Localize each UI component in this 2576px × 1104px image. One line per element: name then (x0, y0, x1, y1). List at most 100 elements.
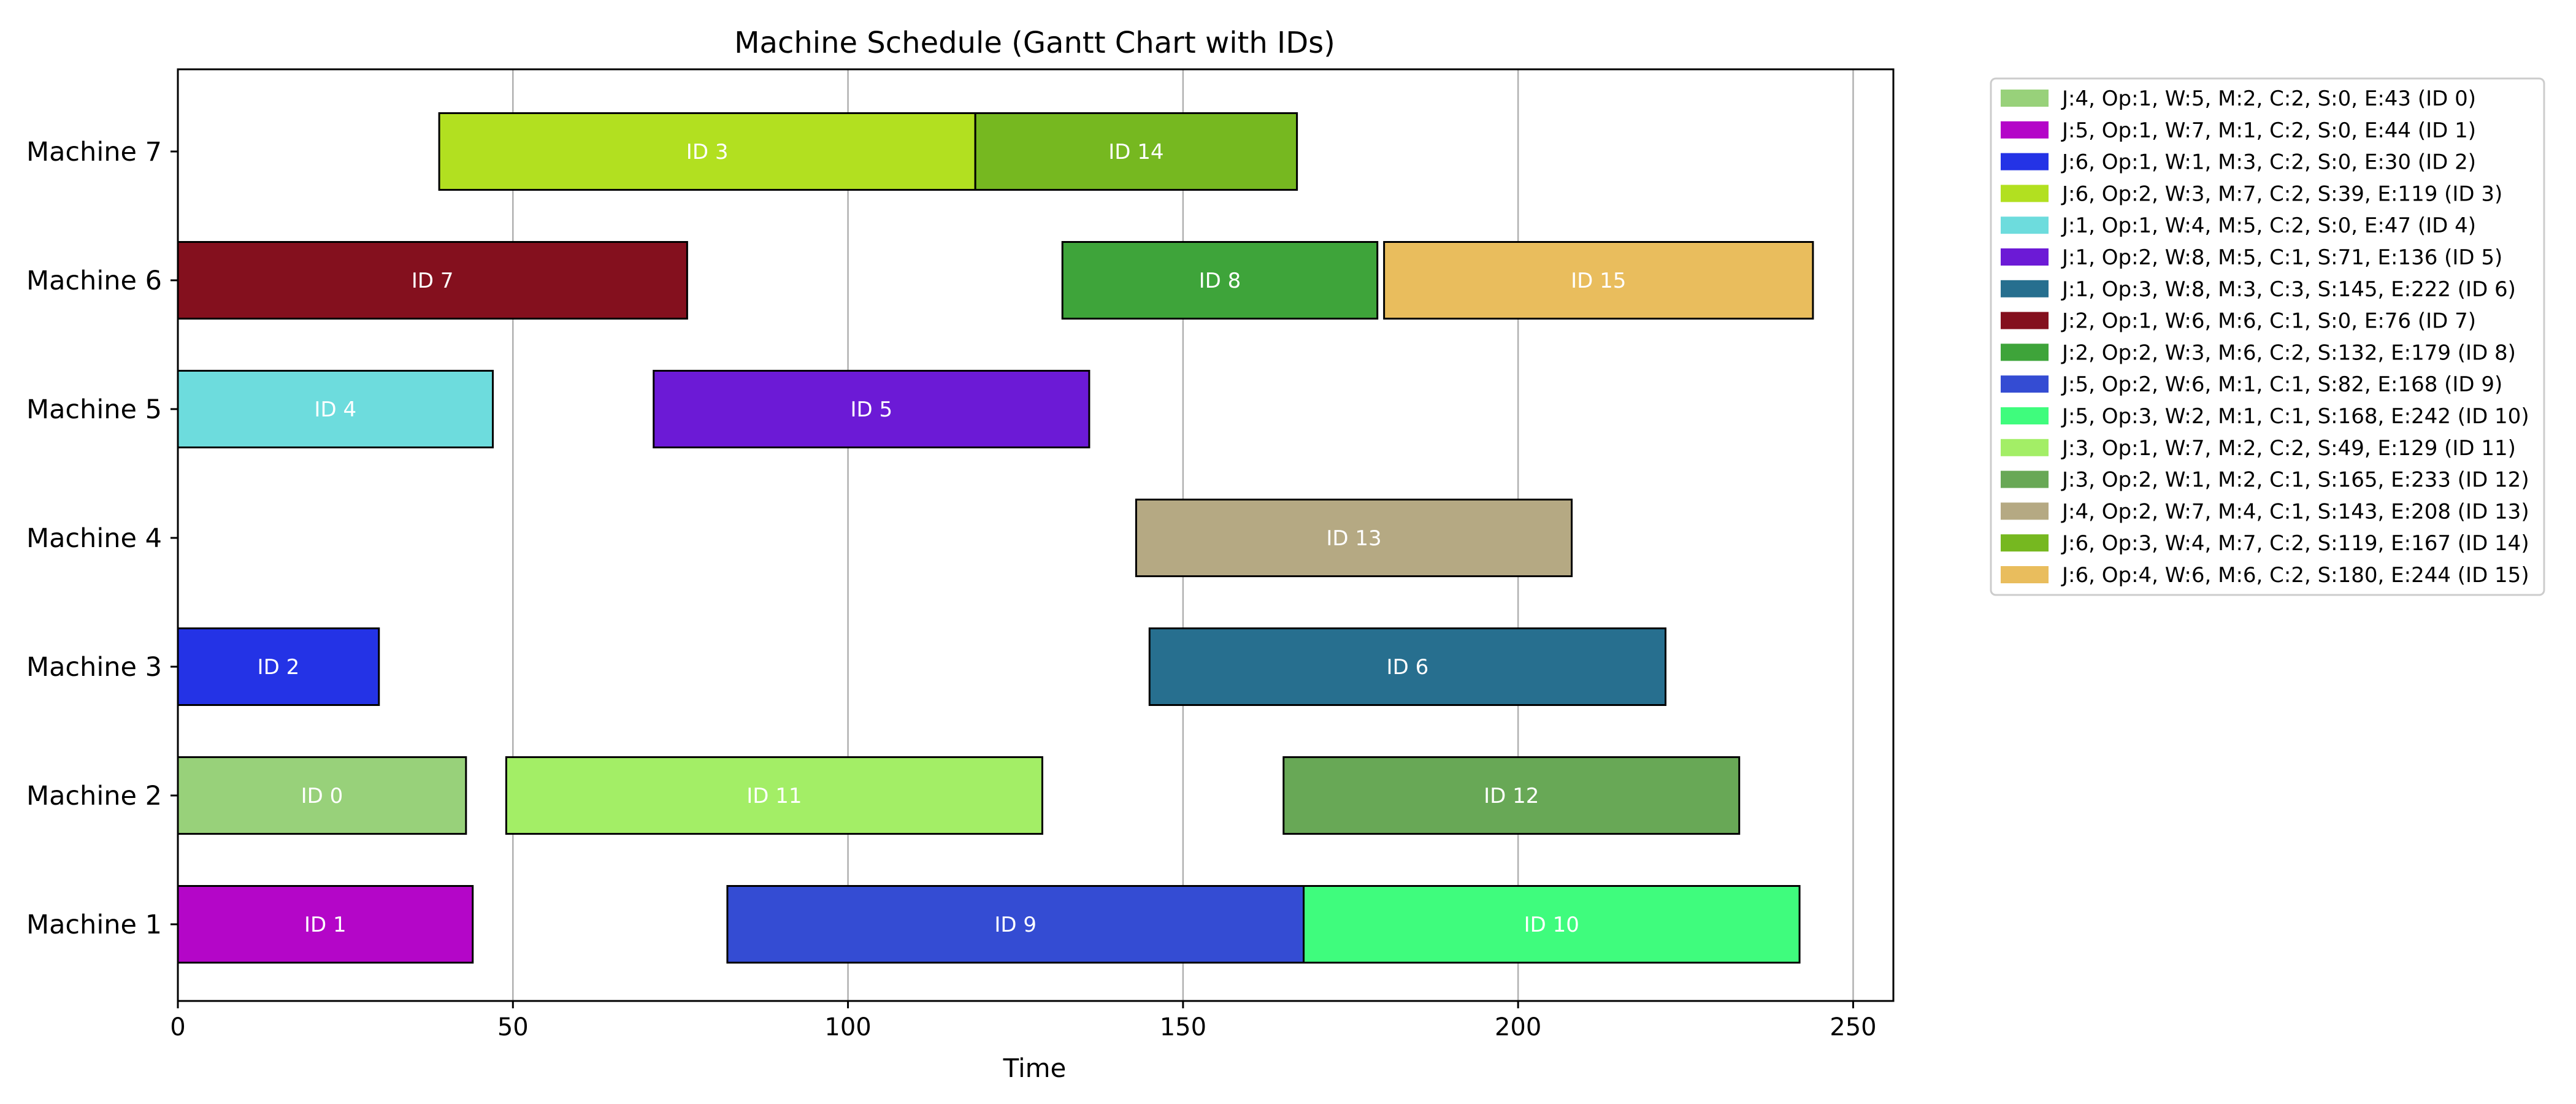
task-bar-label: ID 12 (1484, 784, 1539, 808)
legend-swatch (2001, 566, 2049, 583)
x-axis: 0 50 100 150 200 250 (170, 1001, 1877, 1041)
task-bar-label: ID 3 (686, 140, 729, 164)
legend-swatch (2001, 502, 2049, 520)
task-bar-label: ID 14 (1108, 140, 1163, 164)
legend-swatch (2001, 90, 2049, 107)
legend-item: J:5, Op:3, W:2, M:1, C:1, S:168, E:242 (… (2001, 404, 2529, 429)
task-bar-id-7: ID 7 (177, 241, 688, 320)
legend-item: J:5, Op:2, W:6, M:1, C:1, S:82, E:168 (I… (2001, 372, 2502, 397)
legend-label: J:5, Op:3, W:2, M:1, C:1, S:168, E:242 (… (2061, 404, 2529, 429)
legend-item: J:4, Op:1, W:5, M:2, C:2, S:0, E:43 (ID … (2001, 86, 2476, 111)
legend: J:4, Op:1, W:5, M:2, C:2, S:0, E:43 (ID … (1990, 77, 2545, 596)
task-bar-rect (1135, 499, 1573, 577)
legend-swatch (2001, 534, 2049, 552)
x-tick-label: 250 (1830, 1013, 1876, 1041)
task-bar-id-8: ID 8 (1061, 241, 1379, 320)
task-bar-id-9: ID 9 (726, 885, 1305, 964)
task-bar-rect (653, 370, 1091, 448)
x-tick-label: 0 (170, 1013, 185, 1041)
task-bar-rect (726, 885, 1305, 964)
task-bar-label: ID 5 (850, 397, 892, 422)
task-bar-rect (177, 627, 380, 706)
y-tick-label: Machine 5 (26, 394, 162, 425)
task-bar-id-1: ID 1 (177, 885, 474, 964)
legend-swatch (2001, 470, 2049, 488)
task-bar-rect (177, 241, 688, 320)
task-bars: ID 0 ID 1 ID 2 ID 3 ID 4 ID 5 ID 6 ID 7 ID 8 ID 9… (177, 112, 1814, 964)
task-bar-label: ID 2 (258, 655, 300, 680)
y-tick-label: Machine 3 (26, 652, 162, 683)
task-bar-rect (505, 756, 1043, 835)
task-bar-id-5: ID 5 (653, 370, 1091, 448)
legend-swatch (2001, 121, 2049, 139)
legend-item: J:6, Op:1, W:1, M:3, C:2, S:0, E:30 (ID … (2001, 150, 2476, 175)
task-bar-rect (177, 756, 467, 835)
task-bar-label: ID 13 (1326, 526, 1381, 551)
task-bar-rect (1061, 241, 1379, 320)
legend-swatch (2001, 439, 2049, 456)
task-bar-label: ID 10 (1524, 913, 1579, 937)
task-bar-rect (177, 370, 494, 448)
legend-label: J:3, Op:2, W:1, M:2, C:1, S:165, E:233 (… (2061, 468, 2529, 493)
legend-swatch (2001, 248, 2049, 266)
legend-label: J:3, Op:1, W:7, M:2, C:2, S:49, E:129 (I… (2061, 436, 2516, 461)
legend-item: J:2, Op:2, W:3, M:6, C:2, S:132, E:179 (… (2001, 340, 2516, 365)
task-bar-label: ID 11 (746, 784, 802, 808)
x-tick-label: 200 (1495, 1013, 1541, 1041)
legend-item: J:1, Op:2, W:8, M:5, C:1, S:71, E:136 (I… (2001, 245, 2502, 270)
y-axis: Machine 1 Machine 2 Machine 3 Machine 4 Mach… (26, 137, 178, 940)
legend-label: J:1, Op:1, W:4, M:5, C:2, S:0, E:47 (ID … (2061, 213, 2476, 238)
legend-swatch (2001, 407, 2049, 424)
legend-swatch (2001, 185, 2049, 202)
y-tick-label: Machine 1 (26, 910, 162, 940)
legend-label: J:6, Op:4, W:6, M:6, C:2, S:180, E:244 (… (2061, 563, 2529, 588)
task-bar-rect (1303, 885, 1801, 964)
legend-item: J:3, Op:2, W:1, M:2, C:1, S:165, E:233 (… (2001, 468, 2529, 493)
task-bar-id-11: ID 11 (505, 756, 1043, 835)
task-bar-label: ID 1 (304, 913, 347, 937)
legend-swatch (2001, 153, 2049, 171)
legend-label: J:2, Op:1, W:6, M:6, C:1, S:0, E:76 (ID … (2061, 309, 2476, 334)
task-bar-id-4: ID 4 (177, 370, 494, 448)
legend-item: J:2, Op:1, W:6, M:6, C:1, S:0, E:76 (ID … (2001, 309, 2476, 334)
legend-label: J:4, Op:1, W:5, M:2, C:2, S:0, E:43 (ID … (2061, 86, 2476, 111)
legend-label: J:4, Op:2, W:7, M:4, C:1, S:143, E:208 (… (2061, 499, 2529, 524)
task-bar-label: ID 0 (301, 784, 343, 808)
legend-swatch (2001, 217, 2049, 234)
task-bar-id-6: ID 6 (1148, 627, 1667, 706)
task-bar-id-15: ID 15 (1383, 241, 1814, 320)
plot-frame (177, 68, 1895, 1002)
task-bar-id-2: ID 2 (177, 627, 380, 706)
task-bar-label: ID 4 (314, 397, 356, 422)
x-tick-label: 150 (1160, 1013, 1206, 1041)
task-bar-id-10: ID 10 (1303, 885, 1801, 964)
legend-swatch (2001, 280, 2049, 297)
y-tick-label: Machine 6 (26, 266, 162, 296)
legend-label: J:5, Op:1, W:7, M:1, C:2, S:0, E:44 (ID … (2061, 118, 2476, 143)
x-axis-label: Time (1003, 1053, 1067, 1083)
legend-item: J:6, Op:3, W:4, M:7, C:2, S:119, E:167 (… (2001, 531, 2529, 556)
legend-swatch (2001, 375, 2049, 393)
chart-title: Machine Schedule (Gantt Chart with IDs) (734, 26, 1335, 60)
legend-item: J:6, Op:2, W:3, M:7, C:2, S:39, E:119 (I… (2001, 182, 2502, 206)
legend-swatch (2001, 312, 2049, 329)
y-tick-label: Machine 4 (26, 523, 162, 554)
task-bar-id-12: ID 12 (1282, 756, 1741, 835)
task-bar-id-3: ID 3 (438, 112, 976, 191)
legend-item: J:4, Op:2, W:7, M:4, C:1, S:143, E:208 (… (2001, 499, 2529, 524)
task-bar-rect (438, 112, 976, 191)
task-bar-id-13: ID 13 (1135, 499, 1573, 577)
y-tick-label: Machine 7 (26, 137, 162, 167)
legend-label: J:6, Op:3, W:4, M:7, C:2, S:119, E:167 (… (2061, 531, 2529, 556)
y-tick-label: Machine 2 (26, 781, 162, 811)
task-bar-label: ID 8 (1199, 269, 1241, 293)
legend-item: J:5, Op:1, W:7, M:1, C:2, S:0, E:44 (ID … (2001, 118, 2476, 143)
legend-label: J:6, Op:2, W:3, M:7, C:2, S:39, E:119 (I… (2061, 182, 2502, 206)
legend-label: J:2, Op:2, W:3, M:6, C:2, S:132, E:179 (… (2061, 340, 2516, 365)
task-bar-rect (1383, 241, 1814, 320)
legend-item: J:1, Op:1, W:4, M:5, C:2, S:0, E:47 (ID … (2001, 213, 2476, 238)
task-bar-label: ID 6 (1387, 655, 1429, 680)
task-bar-rect (1148, 627, 1667, 706)
task-bar-label: ID 15 (1571, 269, 1626, 293)
